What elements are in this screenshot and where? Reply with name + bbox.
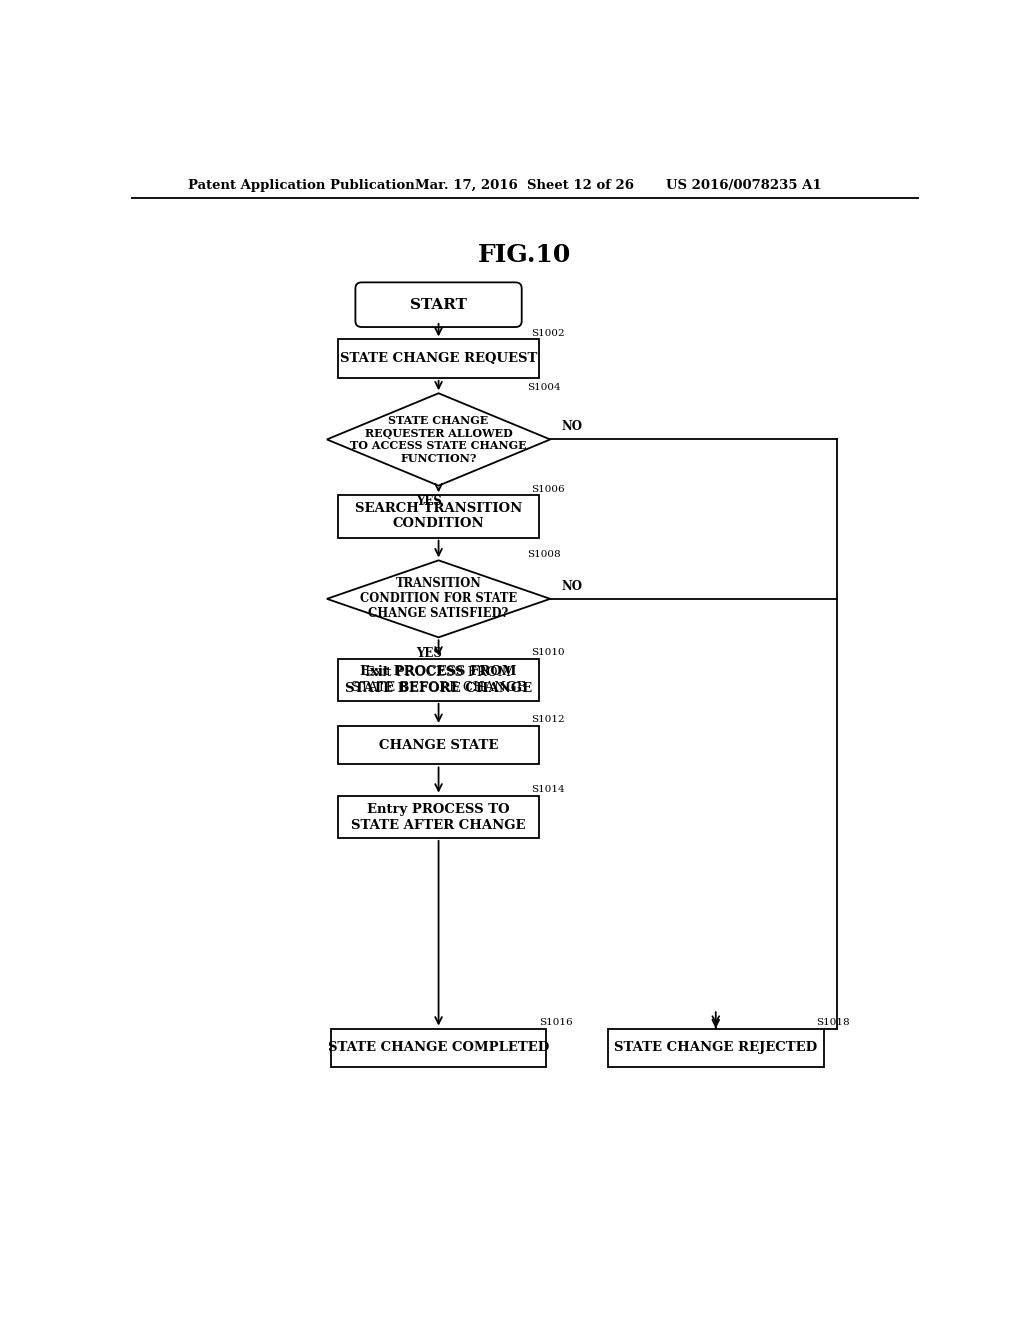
- Text: Exit PROCESS FROM: Exit PROCESS FROM: [360, 665, 517, 678]
- Text: SEARCH TRANSITION
CONDITION: SEARCH TRANSITION CONDITION: [355, 503, 522, 531]
- Text: S1008: S1008: [527, 550, 561, 558]
- Text: Patent Application Publication: Patent Application Publication: [188, 178, 415, 191]
- Bar: [331, 1028, 547, 1067]
- Bar: [339, 495, 539, 537]
- Text: Mar. 17, 2016  Sheet 12 of 26: Mar. 17, 2016 Sheet 12 of 26: [416, 178, 635, 191]
- Text: S1016: S1016: [539, 1018, 572, 1027]
- Text: STATE CHANGE COMPLETED: STATE CHANGE COMPLETED: [328, 1041, 549, 1055]
- Text: US 2016/0078235 A1: US 2016/0078235 A1: [666, 178, 821, 191]
- Polygon shape: [327, 393, 550, 486]
- Bar: [339, 726, 539, 764]
- FancyBboxPatch shape: [355, 282, 521, 327]
- Polygon shape: [327, 561, 550, 638]
- Bar: [608, 1028, 823, 1067]
- Bar: [339, 659, 539, 701]
- Text: S1012: S1012: [531, 715, 564, 725]
- Text: STATE CHANGE
REQUESTER ALLOWED
TO ACCESS STATE CHANGE
FUNCTION?: STATE CHANGE REQUESTER ALLOWED TO ACCESS…: [350, 414, 527, 465]
- Text: S1002: S1002: [531, 329, 564, 338]
- Bar: [339, 796, 539, 838]
- Text: NO: NO: [562, 420, 583, 433]
- Text: NO: NO: [562, 579, 583, 593]
- Text: STATE AFTER CHANGE: STATE AFTER CHANGE: [351, 820, 525, 833]
- Text: FIG.10: FIG.10: [478, 243, 571, 267]
- Text: STATE BEFORE CHANGE: STATE BEFORE CHANGE: [345, 682, 532, 696]
- Text: S1018: S1018: [816, 1018, 850, 1027]
- Text: CHANGE STATE: CHANGE STATE: [379, 739, 499, 751]
- Text: S1010: S1010: [531, 648, 564, 657]
- Text: STATE CHANGE REJECTED: STATE CHANGE REJECTED: [614, 1041, 817, 1055]
- Text: Exit PROCESS FROM
STATE BEFORE CHANGE: Exit PROCESS FROM STATE BEFORE CHANGE: [351, 665, 526, 694]
- Text: YES: YES: [417, 647, 442, 660]
- Bar: [339, 339, 539, 378]
- Text: YES: YES: [417, 495, 442, 508]
- Text: STATE CHANGE REQUEST: STATE CHANGE REQUEST: [340, 352, 538, 366]
- Text: START: START: [411, 298, 467, 312]
- Text: Entry PROCESS TO: Entry PROCESS TO: [368, 803, 510, 816]
- Text: S1006: S1006: [531, 484, 564, 494]
- Text: S1014: S1014: [531, 785, 564, 795]
- Text: S1004: S1004: [527, 383, 561, 392]
- Text: TRANSITION
CONDITION FOR STATE
CHANGE SATISFIED?: TRANSITION CONDITION FOR STATE CHANGE SA…: [360, 577, 517, 620]
